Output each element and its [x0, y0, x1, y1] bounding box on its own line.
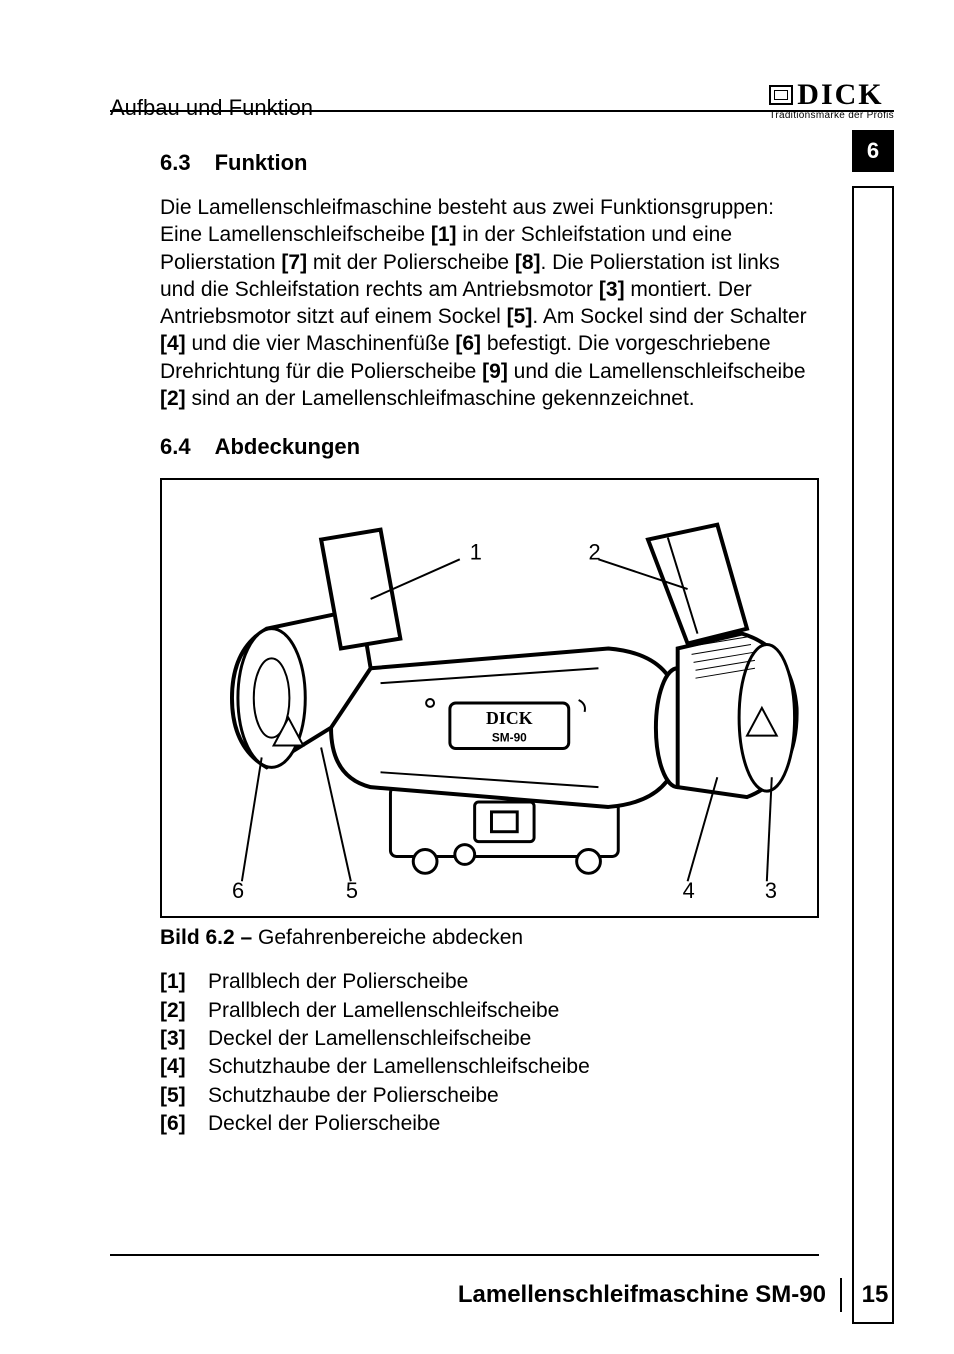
ref-marker: [1] — [431, 223, 457, 246]
legend-row: [4] Schutzhaube der Lamellenschleifscheib… — [160, 1053, 819, 1081]
ref-marker: [4] — [160, 332, 186, 355]
legend-number: [5] — [160, 1082, 194, 1110]
brand-mark-icon — [769, 85, 793, 105]
legend-row: [3] Deckel der Lamellenschleifscheibe — [160, 1025, 819, 1053]
machine-model-label: SM-90 — [492, 731, 527, 745]
callout-6: 6 — [232, 878, 244, 903]
callout-4: 4 — [683, 878, 695, 903]
legend-list: [1] Prallblech der Polierscheibe [2] Prallb… — [160, 968, 819, 1138]
legend-number: [1] — [160, 968, 194, 996]
header-section-title: Aufbau und Funktion — [110, 95, 313, 121]
ref-marker: [2] — [160, 387, 186, 410]
brand-block: DICK Traditionsmarke der Profis — [769, 78, 894, 121]
brand-logo: DICK — [769, 78, 894, 112]
heading-number: 6.3 — [160, 150, 191, 176]
page: Aufbau und Funktion DICK Traditionsmarke… — [0, 0, 954, 1354]
machine-diagram: DICK SM-90 — [172, 490, 807, 906]
legend-row: [5] Schutzhaube der Polierscheibe — [160, 1082, 819, 1110]
ref-marker: [5] — [507, 305, 533, 328]
paragraph-6-3: Die Lamellenschleifmaschine besteht aus … — [160, 194, 819, 412]
ref-marker: [6] — [455, 332, 481, 355]
legend-text: Schutzhaube der Lamellenschleifscheibe — [208, 1053, 590, 1081]
legend-row: [2] Prallblech der Lamellenschleifscheibe — [160, 997, 819, 1025]
machine-brand-label: DICK — [486, 708, 533, 728]
footer-doc-title: Lamellenschleifmaschine SM-90 — [458, 1281, 826, 1309]
callout-2: 2 — [589, 540, 601, 565]
legend-number: [2] — [160, 997, 194, 1025]
figure-caption: Bild 6.2 – Gefahrenbereiche abdecken — [160, 926, 819, 950]
legend-text: Schutzhaube der Polierscheibe — [208, 1082, 499, 1110]
legend-row: [1] Prallblech der Polierscheibe — [160, 968, 819, 996]
content-area: 6.3 Funktion Die Lamellenschleifmaschine… — [160, 150, 819, 1138]
legend-row: [6] Deckel der Polierscheibe — [160, 1110, 819, 1138]
side-frame — [852, 186, 894, 1324]
heading-text: Funktion — [215, 150, 308, 176]
legend-number: [6] — [160, 1110, 194, 1138]
figure-6-2: DICK SM-90 — [160, 478, 819, 918]
header-rule — [110, 110, 894, 112]
ref-marker: [7] — [281, 251, 307, 274]
legend-text: Prallblech der Polierscheibe — [208, 968, 468, 996]
caption-text: Gefahrenbereiche abdecken — [258, 926, 523, 949]
callout-5: 5 — [346, 878, 358, 903]
section-number-tab: 6 — [852, 130, 894, 172]
footer: Lamellenschleifmaschine SM-90 15 — [110, 1278, 894, 1312]
footer-separator — [840, 1278, 842, 1312]
legend-text: Deckel der Lamellenschleifscheibe — [208, 1025, 531, 1053]
header-row: Aufbau und Funktion DICK Traditionsmarke… — [110, 78, 894, 121]
callout-3: 3 — [765, 878, 777, 903]
ref-marker: [8] — [515, 251, 541, 274]
footer-rule — [110, 1254, 819, 1256]
legend-number: [3] — [160, 1025, 194, 1053]
heading-number: 6.4 — [160, 434, 191, 460]
legend-text: Deckel der Polierscheibe — [208, 1110, 440, 1138]
ref-marker: [3] — [599, 278, 625, 301]
footer-page-number: 15 — [856, 1281, 894, 1309]
legend-text: Prallblech der Lamellenschleifscheibe — [208, 997, 559, 1025]
heading-6-4: 6.4 Abdeckungen — [160, 434, 819, 460]
callout-1: 1 — [470, 540, 482, 565]
caption-prefix: Bild 6.2 – — [160, 926, 258, 949]
brand-name: DICK — [797, 78, 883, 112]
heading-6-3: 6.3 Funktion — [160, 150, 819, 176]
legend-number: [4] — [160, 1053, 194, 1081]
heading-text: Abdeckungen — [215, 434, 360, 460]
ref-marker: [9] — [482, 360, 508, 383]
